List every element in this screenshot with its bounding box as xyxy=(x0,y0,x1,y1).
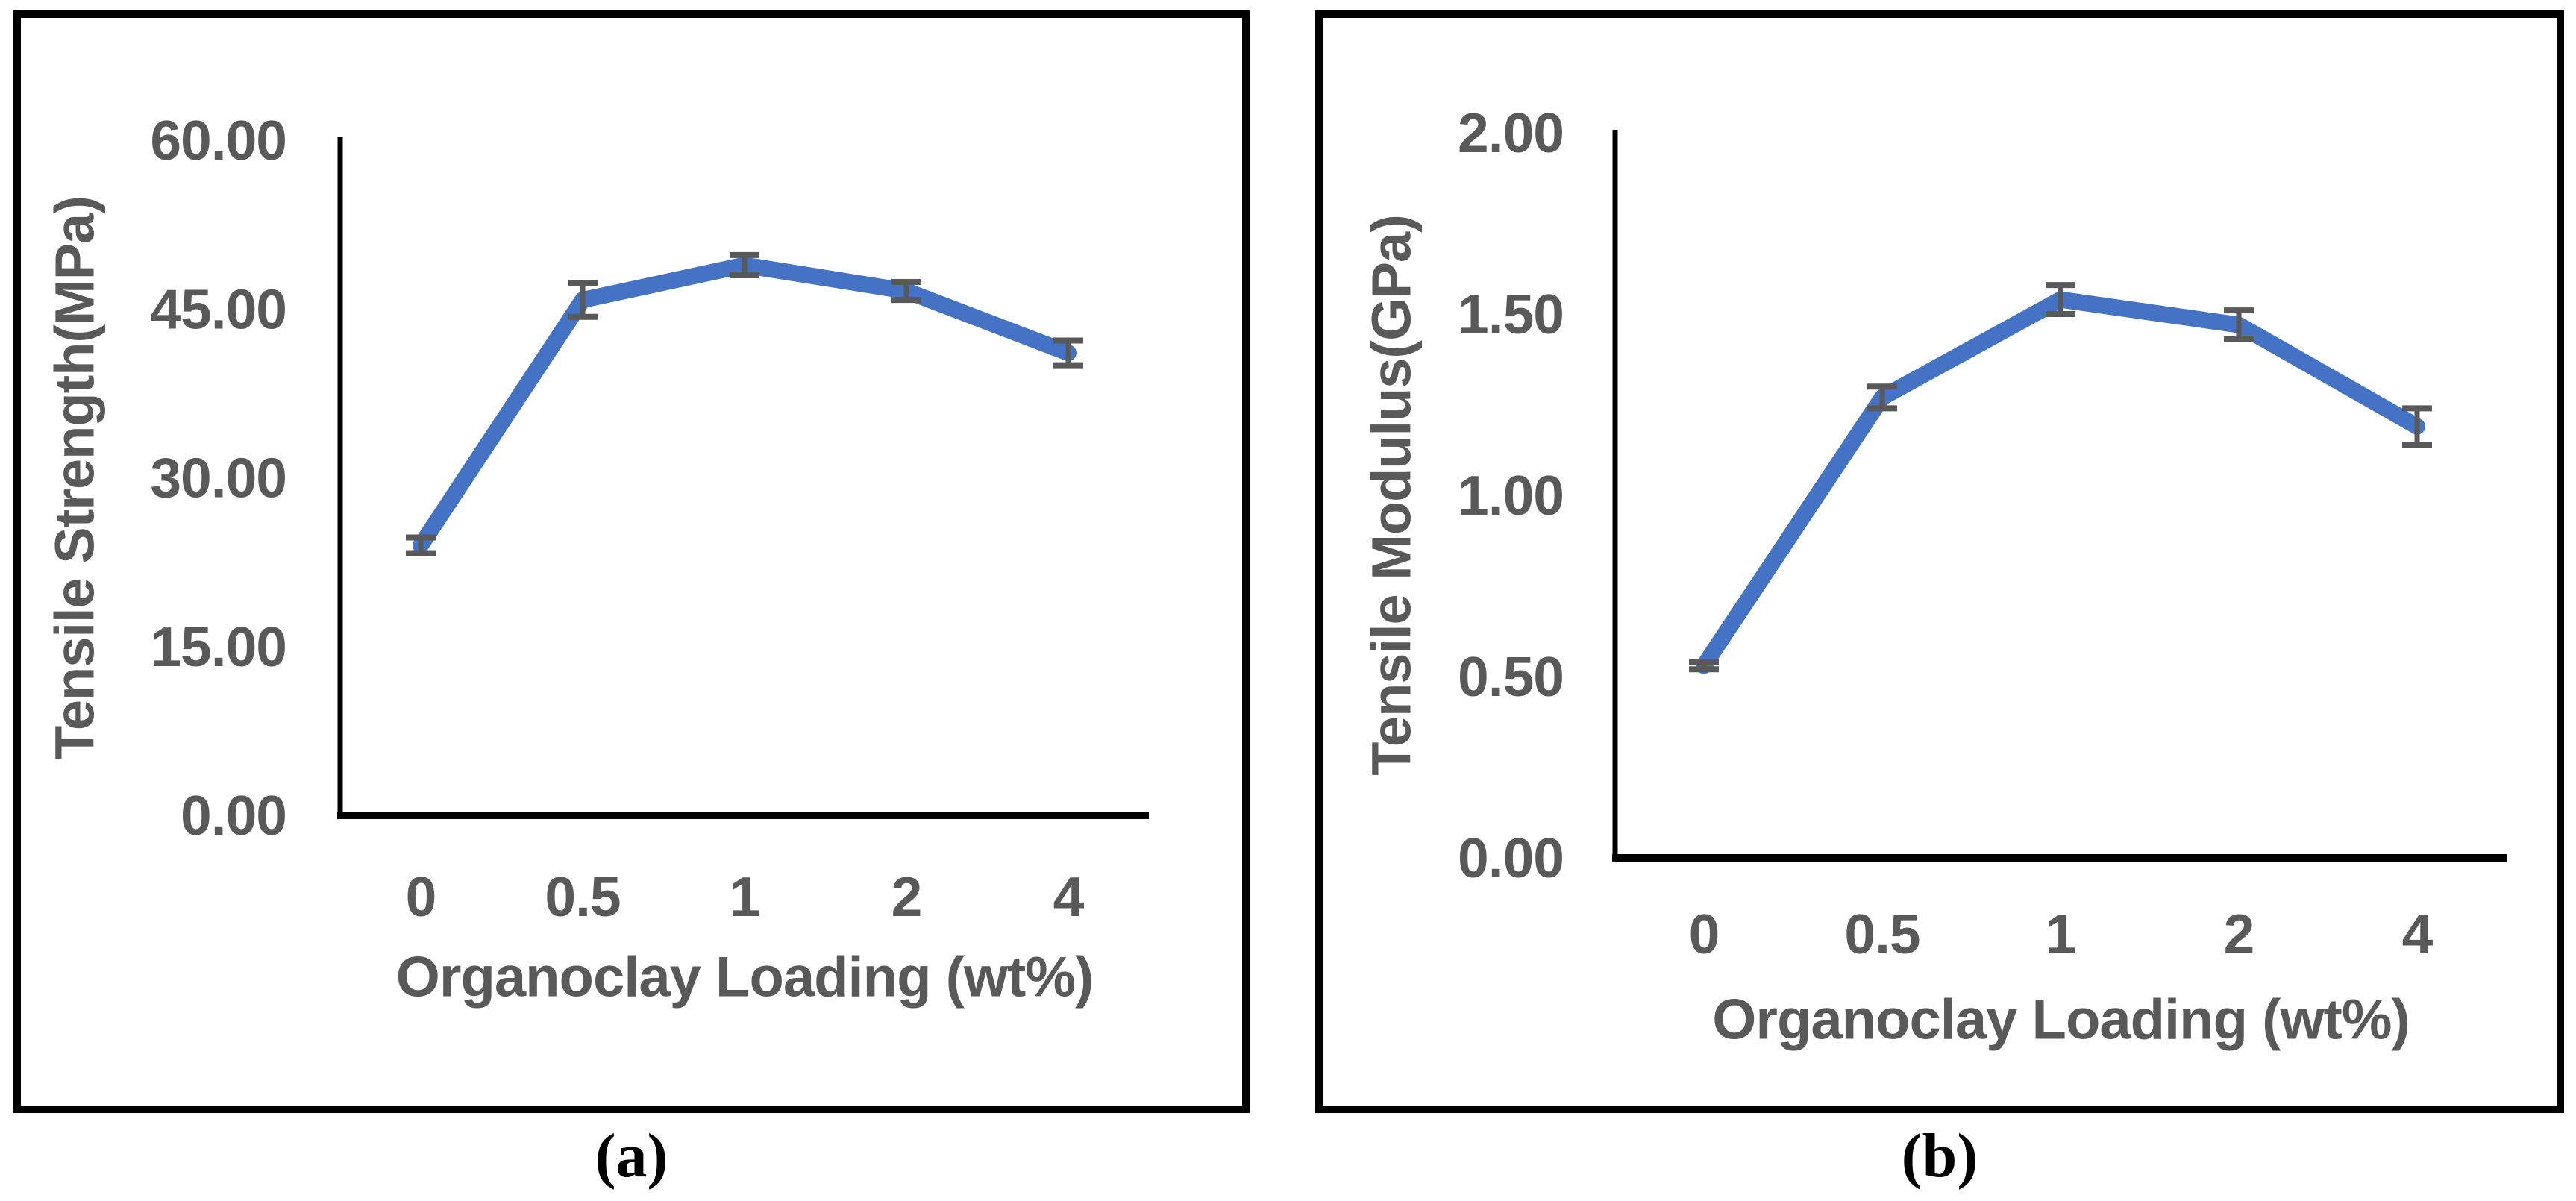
y-tick-label: 0.00 xyxy=(181,784,286,847)
y-tick-label: 30.00 xyxy=(150,447,286,509)
y-tick-label: 0.00 xyxy=(1458,827,1564,889)
x-tick-label: 4 xyxy=(2402,903,2434,965)
x-tick-label: 0 xyxy=(1689,903,1720,965)
x-tick-label: 0.5 xyxy=(1844,903,1920,965)
y-tick-label: 60.00 xyxy=(150,109,286,172)
caption-a: (a) xyxy=(595,1121,668,1191)
x-tick-label: 0.5 xyxy=(545,865,620,928)
x-tick-label: 4 xyxy=(1053,865,1085,928)
chart-b: 2.00 1.50 1.00 0.50 0.00 0 0.5 1 2 4 Organoclay Lo… xyxy=(1361,101,2507,1052)
y-tick-label: 1.50 xyxy=(1458,283,1564,345)
y-tick-label: 15.00 xyxy=(150,615,286,678)
y-axis-title: Tensile Modulus(GPa) xyxy=(1361,215,1423,776)
y-tick-label: 1.00 xyxy=(1458,464,1564,527)
x-tick-label: 1 xyxy=(730,865,760,928)
x-tick-label: 1 xyxy=(2046,903,2076,965)
series-line xyxy=(413,257,1077,554)
caption-b: (b) xyxy=(1901,1121,1978,1191)
x-axis-title: Organoclay Loading (wt%) xyxy=(396,946,1094,1009)
y-tick-label: 45.00 xyxy=(150,277,286,340)
x-tick-label: 0 xyxy=(406,865,436,928)
panel-a: 60.00 45.00 30.00 15.00 0.00 0 0.5 1 2 4 Organocla… xyxy=(13,10,1250,1113)
y-axis-title: Tensile Strength(MPa) xyxy=(44,196,106,759)
series-line xyxy=(1696,291,2425,674)
panel-b: 2.00 1.50 1.00 0.50 0.00 0 0.5 1 2 4 Organoclay Lo… xyxy=(1315,10,2564,1113)
x-tick-label: 2 xyxy=(891,865,922,928)
y-tick-label: 0.50 xyxy=(1458,645,1564,708)
x-axis-title: Organoclay Loading (wt%) xyxy=(1712,988,2410,1052)
y-tick-label: 2.00 xyxy=(1458,101,1564,164)
chart-a: 60.00 45.00 30.00 15.00 0.00 0 0.5 1 2 4 Organocla… xyxy=(44,109,1149,1009)
x-tick-label: 2 xyxy=(2224,903,2254,965)
